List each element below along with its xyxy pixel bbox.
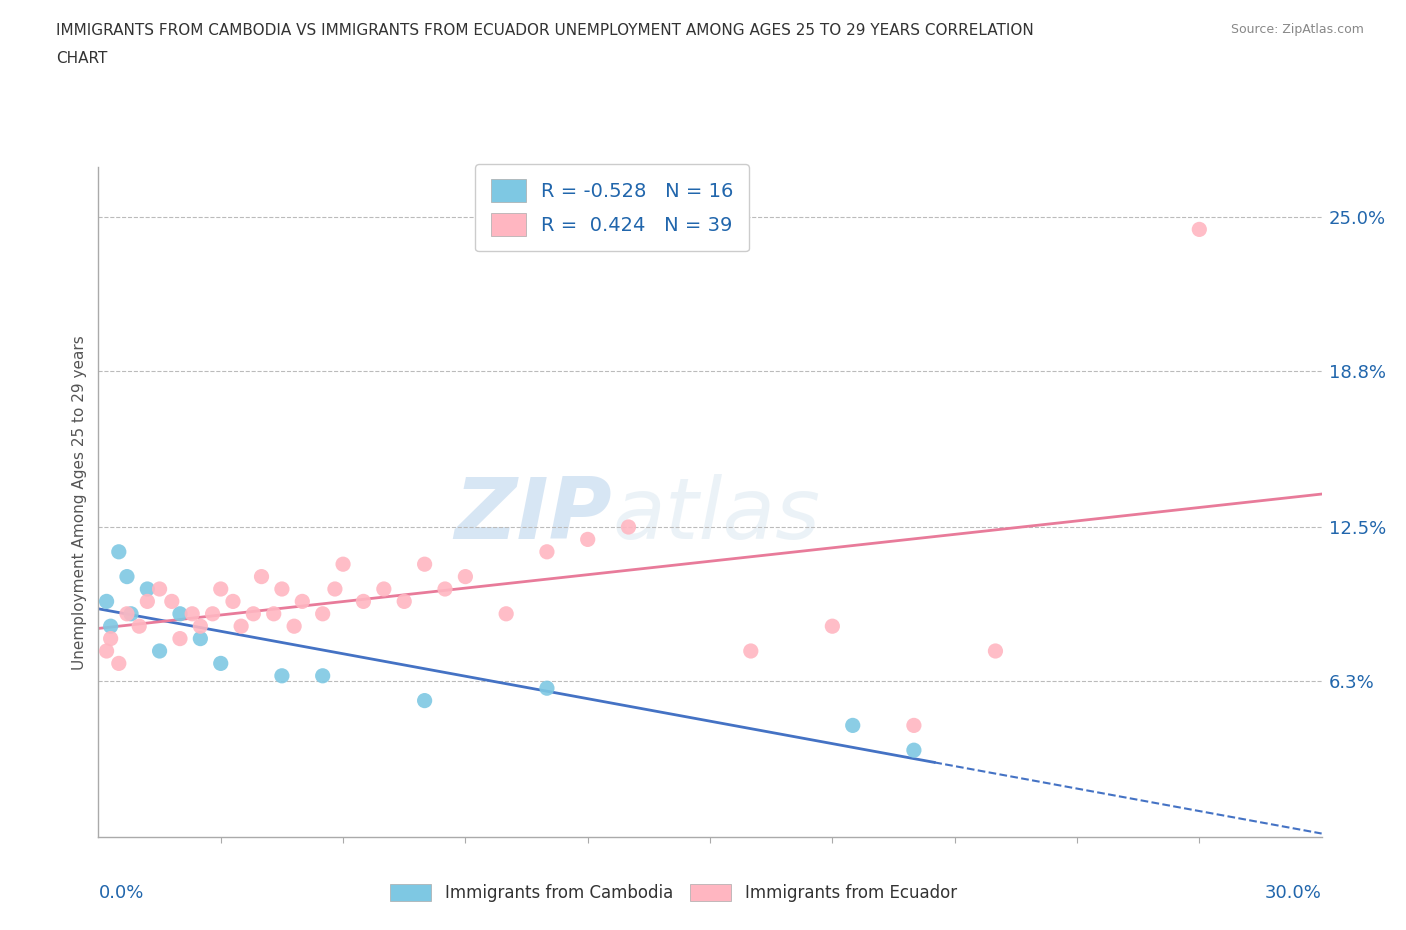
Point	[242, 606, 264, 621]
Point	[392, 594, 416, 609]
Point	[136, 581, 159, 596]
Point	[108, 544, 131, 559]
Point	[740, 644, 762, 658]
Point	[263, 606, 285, 621]
Point	[433, 581, 456, 596]
Point	[454, 569, 477, 584]
Point	[209, 581, 232, 596]
Text: Source: ZipAtlas.com: Source: ZipAtlas.com	[1230, 23, 1364, 36]
Point	[160, 594, 183, 609]
Point	[576, 532, 599, 547]
Point	[96, 644, 118, 658]
Point	[149, 644, 172, 658]
Point	[209, 656, 232, 671]
Text: IMMIGRANTS FROM CAMBODIA VS IMMIGRANTS FROM ECUADOR UNEMPLOYMENT AMONG AGES 25 T: IMMIGRANTS FROM CAMBODIA VS IMMIGRANTS F…	[56, 23, 1033, 38]
Point	[841, 718, 863, 733]
Point	[413, 557, 436, 572]
Point	[149, 581, 172, 596]
Point	[250, 569, 273, 584]
Point	[169, 606, 191, 621]
Point	[536, 681, 558, 696]
Point	[231, 618, 253, 633]
Point	[536, 544, 558, 559]
Point	[312, 669, 335, 684]
Point	[283, 618, 305, 633]
Point	[181, 606, 204, 621]
Text: 0.0%: 0.0%	[98, 884, 143, 902]
Point	[115, 569, 138, 584]
Legend: Immigrants from Cambodia, Immigrants from Ecuador: Immigrants from Cambodia, Immigrants fro…	[384, 878, 963, 909]
Text: atlas: atlas	[612, 474, 820, 557]
Point	[903, 743, 925, 758]
Point	[617, 520, 640, 535]
Point	[120, 606, 142, 621]
Point	[201, 606, 224, 621]
Point	[115, 606, 138, 621]
Point	[100, 631, 122, 646]
Point	[270, 581, 294, 596]
Point	[821, 618, 844, 633]
Point	[352, 594, 374, 609]
Point	[495, 606, 517, 621]
Point	[188, 631, 212, 646]
Text: ZIP: ZIP	[454, 474, 612, 557]
Text: 30.0%: 30.0%	[1265, 884, 1322, 902]
Point	[903, 718, 925, 733]
Point	[96, 594, 118, 609]
Y-axis label: Unemployment Among Ages 25 to 29 years: Unemployment Among Ages 25 to 29 years	[72, 335, 87, 670]
Point	[373, 581, 395, 596]
Point	[169, 631, 191, 646]
Point	[188, 618, 212, 633]
Point	[136, 594, 159, 609]
Point	[312, 606, 335, 621]
Point	[100, 618, 122, 633]
Point	[984, 644, 1007, 658]
Point	[323, 581, 346, 596]
Point	[128, 618, 150, 633]
Text: CHART: CHART	[56, 51, 108, 66]
Point	[108, 656, 131, 671]
Point	[291, 594, 314, 609]
Point	[222, 594, 245, 609]
Point	[1188, 222, 1211, 237]
Point	[413, 693, 436, 708]
Point	[332, 557, 354, 572]
Point	[270, 669, 294, 684]
